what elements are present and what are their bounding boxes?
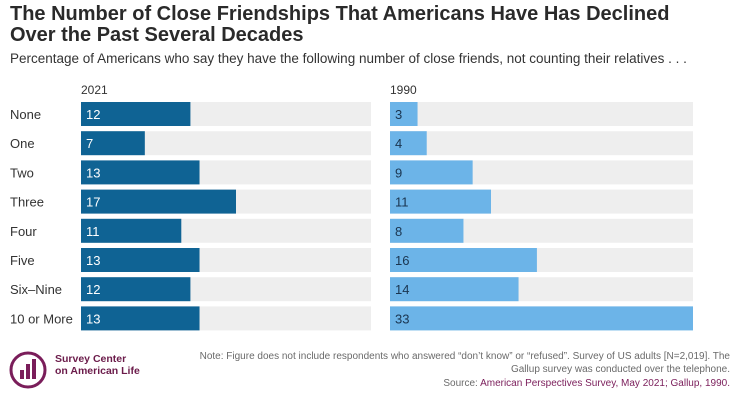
data-label-1990: 9 bbox=[395, 165, 402, 180]
data-label-2021: 13 bbox=[86, 253, 100, 268]
bar-1990 bbox=[390, 218, 464, 243]
data-label-1990: 16 bbox=[395, 253, 409, 268]
bar-2021 bbox=[81, 306, 200, 331]
bar-1990 bbox=[390, 131, 427, 156]
survey-center-logo-icon bbox=[9, 351, 47, 389]
chart-subtitle: Percentage of Americans who say they hav… bbox=[10, 51, 687, 66]
category-label: Five bbox=[10, 253, 35, 268]
data-label-1990: 11 bbox=[395, 195, 409, 210]
source-label: Source: bbox=[443, 378, 481, 389]
bar-2021 bbox=[81, 102, 191, 126]
data-label-2021: 7 bbox=[86, 136, 93, 151]
logo-line-2: on American Life bbox=[55, 365, 140, 377]
bar-track-1990 bbox=[390, 131, 693, 156]
bar-2021 bbox=[81, 160, 200, 185]
category-label: 10 or More bbox=[10, 311, 73, 326]
bar-1990 bbox=[390, 277, 519, 302]
data-label-2021: 11 bbox=[86, 224, 100, 239]
data-label-2021: 13 bbox=[86, 311, 100, 326]
data-label-2021: 12 bbox=[86, 107, 100, 122]
survey-center-logo: Survey Center on American Life bbox=[8, 346, 168, 396]
bar-2021 bbox=[81, 189, 236, 214]
source-text: American Perspectives Survey, May 2021; … bbox=[480, 378, 730, 389]
data-label-1990: 8 bbox=[395, 224, 402, 239]
source-line: Source: American Perspectives Survey, Ma… bbox=[170, 378, 730, 389]
bar-1990 bbox=[390, 189, 491, 214]
panel-label-2021: 2021 bbox=[81, 83, 108, 97]
data-label-1990: 4 bbox=[395, 136, 402, 151]
bar-track-1990 bbox=[390, 102, 693, 126]
bar-2021 bbox=[81, 218, 182, 243]
category-label: One bbox=[10, 136, 35, 151]
data-label-2021: 12 bbox=[86, 282, 100, 297]
data-label-1990: 3 bbox=[395, 107, 402, 122]
category-label: Three bbox=[10, 195, 44, 210]
bar-2021 bbox=[81, 248, 200, 272]
data-label-1990: 33 bbox=[395, 311, 409, 326]
bar-1990 bbox=[390, 306, 693, 331]
footnote: Note: Figure does not include respondent… bbox=[199, 351, 730, 375]
data-label-1990: 14 bbox=[395, 282, 409, 297]
bar-2021 bbox=[81, 277, 191, 302]
bar-1990 bbox=[390, 248, 537, 272]
data-label-2021: 13 bbox=[86, 165, 100, 180]
category-label: Six–Nine bbox=[10, 282, 62, 297]
logo-line-1: Survey Center bbox=[55, 353, 127, 365]
chart-title: The Number of Close Friendships That Ame… bbox=[10, 3, 670, 46]
bar-chart: 2021 1990 None 12 3 One 7 4 Two 13 9 Three 17 11 Four 1… bbox=[10, 83, 693, 331]
bar-1990 bbox=[390, 160, 473, 185]
data-label-2021: 17 bbox=[86, 195, 100, 210]
category-label: Two bbox=[10, 165, 34, 180]
bar-2021 bbox=[81, 131, 145, 156]
category-label: None bbox=[10, 107, 41, 122]
category-label: Four bbox=[10, 224, 37, 239]
panel-label-1990: 1990 bbox=[390, 83, 417, 97]
bar-1990 bbox=[390, 102, 418, 126]
